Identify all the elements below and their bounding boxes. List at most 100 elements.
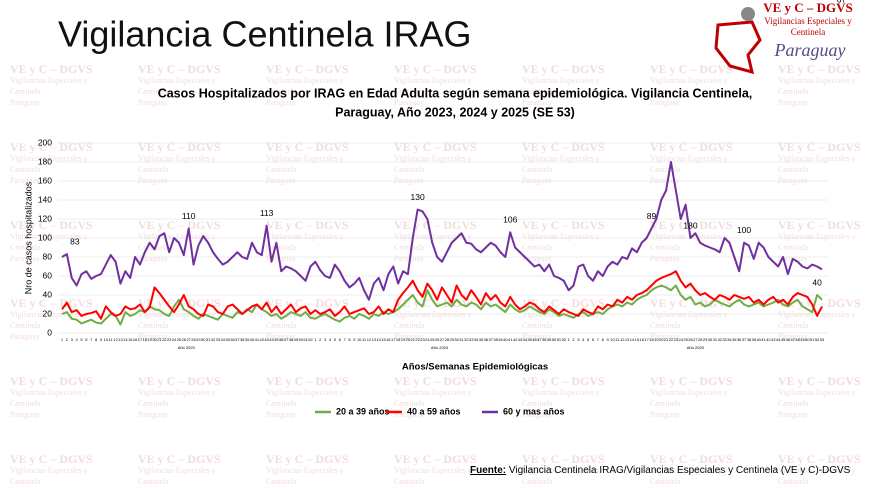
watermark-text: Centinela [650, 399, 681, 408]
watermark-text: VE y C – DGVS [138, 62, 221, 76]
watermark-text: Vigilancias Especiales y [266, 154, 344, 163]
x-tick-label: 9 [353, 337, 356, 342]
x-tick-label: 11 [362, 337, 367, 342]
watermark-text: VE y C – DGVS [522, 218, 605, 232]
watermark-text: Vigilancias Especiales y [778, 76, 856, 85]
watermark-text: Vigilancias Especiales y [266, 388, 344, 397]
watermark-text: Centinela [394, 321, 425, 330]
watermark-text: Paraguay [650, 332, 680, 341]
x-tick-label: 22 [162, 337, 167, 342]
y-axis-label: Nro de casos hospitalizados [23, 181, 33, 294]
x-tick-label: 50 [805, 337, 810, 342]
x-tick-label: 30 [708, 337, 713, 342]
x-tick-label: 2 [572, 337, 575, 342]
x-tick-label: 52 [308, 337, 313, 342]
x-tick-label: 32 [211, 337, 216, 342]
watermark-text: Vigilancias Especiales y [522, 232, 600, 241]
x-tick-label: 39 [752, 337, 757, 342]
watermark-text: Vigilancias Especiales y [650, 154, 728, 163]
x-tick-label: 52 [815, 337, 820, 342]
x-group-label: Año 2025 [687, 345, 705, 350]
logo-shape [714, 20, 762, 75]
watermark-text: Vigilancias Especiales y [138, 466, 216, 475]
logo-text: VE y C – DGVS [763, 0, 853, 15]
x-tick-label: 53 [820, 337, 825, 342]
watermark-text: Centinela [394, 243, 425, 252]
watermark-text: Paraguay [778, 98, 808, 107]
watermark-text: Centinela [522, 477, 553, 486]
watermark-text: Vigilancias Especiales y [394, 154, 472, 163]
x-tick-label: 26 [688, 337, 693, 342]
watermark-text: Paraguay [650, 98, 680, 107]
x-tick-label: 3 [71, 337, 74, 342]
watermark-text: Paraguay [522, 98, 552, 107]
x-tick-label: 5 [80, 337, 83, 342]
watermark-text: Vigilancias Especiales y [778, 388, 856, 397]
x-tick-label: 29 [196, 337, 201, 342]
x-tick-label: 35 [479, 337, 484, 342]
x-axis-label: Años/Semanas Epidemiológicas [402, 362, 548, 373]
data-label: 67 [837, 0, 847, 4]
watermark-text: Vigilancias Especiales y [650, 388, 728, 397]
x-tick-label: 8 [602, 337, 605, 342]
x-tick-label: 46 [786, 337, 791, 342]
x-tick-label: 40 [250, 337, 255, 342]
x-tick-label: 31 [206, 337, 211, 342]
chart-title: Casos Hospitalizados por IRAG en Edad Ad… [158, 86, 753, 100]
x-tick-label: 33 [469, 337, 474, 342]
watermark-text: Vigilancias Especiales y [394, 76, 472, 85]
x-tick-label: 6 [339, 337, 342, 342]
watermark-text: Centinela [522, 399, 553, 408]
x-tick-label: 49 [547, 337, 552, 342]
watermark-text: Paraguay [394, 410, 424, 419]
watermark-text: Centinela [650, 87, 681, 96]
watermark-text: VE y C – DGVS [778, 296, 861, 310]
watermark-text: VE y C – DGVS [650, 140, 733, 154]
source-text: Vigilancia Centinela IRAG/Vigilancias Es… [506, 465, 851, 476]
watermark-text: Paraguay [138, 254, 168, 263]
legend-label: 40 a 59 años [407, 406, 461, 416]
x-tick-label: 31 [459, 337, 464, 342]
watermark-text: Centinela [266, 321, 297, 330]
data-label: 106 [503, 215, 517, 225]
x-tick-label: 24 [172, 337, 177, 342]
watermark-text: Vigilancias Especiales y [10, 388, 88, 397]
watermark-text: Paraguay [394, 254, 424, 263]
x-tick-label: 32 [717, 337, 722, 342]
watermark-text: Vigilancias Especiales y [266, 76, 344, 85]
watermark-text: Paraguay [394, 176, 424, 185]
watermark-text: VE y C – DGVS [778, 62, 861, 76]
x-tick-label: 5 [334, 337, 337, 342]
x-tick-label: 40 [503, 337, 508, 342]
watermark-text: Centinela [10, 399, 41, 408]
watermark-text: Centinela [138, 87, 169, 96]
watermark-text: Vigilancias Especiales y [778, 232, 856, 241]
x-tick-label: 21 [664, 337, 669, 342]
x-tick-label: 45 [527, 337, 532, 342]
series-line [61, 284, 823, 326]
watermark-text: VE y C – DGVS [266, 296, 349, 310]
x-tick-label: 23 [167, 337, 172, 342]
x-tick-label: 28 [698, 337, 703, 342]
watermark-text: Vigilancias Especiales y [522, 76, 600, 85]
x-tick-label: 44 [269, 337, 274, 342]
watermark-text: VE y C – DGVS [138, 218, 221, 232]
x-tick-label: 17 [138, 337, 143, 342]
watermark-text: Vigilancias Especiales y [138, 154, 216, 163]
watermark-text: Centinela [650, 165, 681, 174]
watermark-text: Paraguay [522, 332, 552, 341]
watermark-text: Paraguay [138, 98, 168, 107]
watermark-text: Vigilancias Especiales y [650, 466, 728, 475]
x-tick-label: 23 [420, 337, 425, 342]
x-tick-label: 20 [659, 337, 664, 342]
x-tick-label: 50 [552, 337, 557, 342]
watermark-text: Paraguay [650, 176, 680, 185]
y-tick-label: 60 [43, 270, 53, 280]
x-tick-label: 24 [425, 337, 430, 342]
watermark-text: Vigilancias Especiales y [138, 232, 216, 241]
watermark-text: Paraguay [266, 176, 296, 185]
watermark-text: Paraguay [10, 254, 40, 263]
data-label: 40 [812, 277, 822, 287]
watermark-text: VE y C – DGVS [394, 374, 477, 388]
x-tick-label: 17 [644, 337, 649, 342]
